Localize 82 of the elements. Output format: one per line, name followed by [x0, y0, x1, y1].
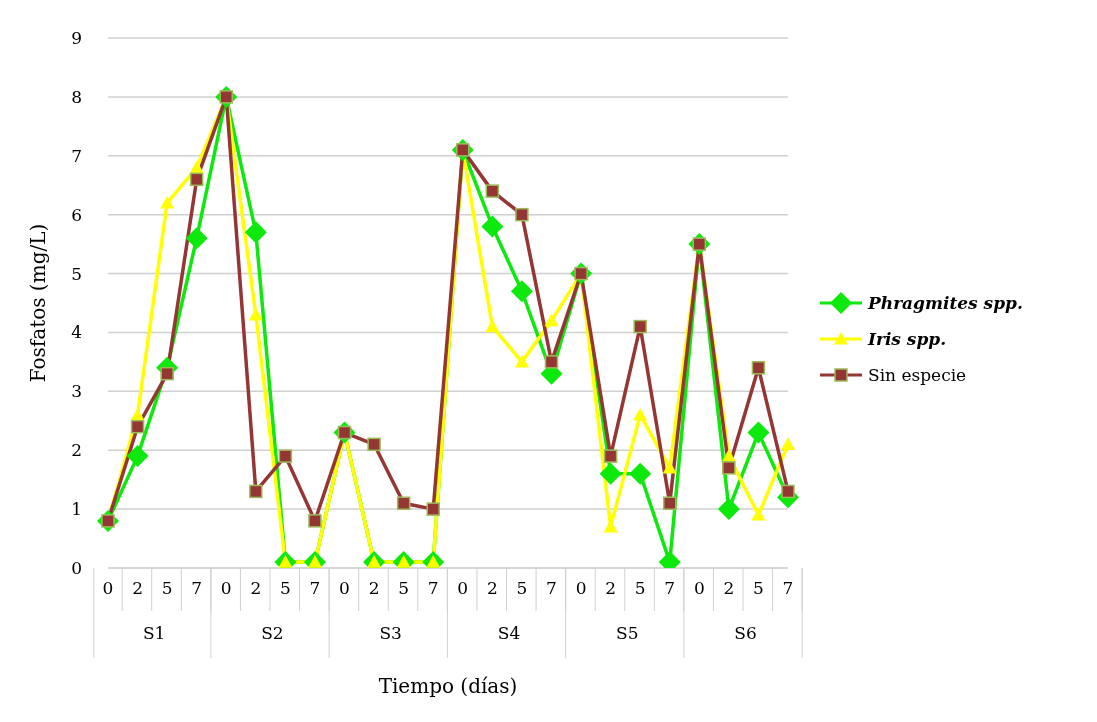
- y-tick-label: 0: [71, 558, 82, 579]
- point: [717, 498, 740, 521]
- x-tick-label: 0: [693, 578, 705, 598]
- point: [514, 354, 529, 368]
- point: [130, 419, 145, 434]
- y-tick-label: 5: [71, 263, 82, 284]
- point: [308, 514, 322, 528]
- point: [189, 172, 204, 187]
- point: [130, 407, 145, 421]
- x-tick-label: 7: [664, 578, 676, 598]
- point: [367, 437, 381, 452]
- point: [781, 437, 795, 450]
- point: [278, 449, 293, 463]
- point: [603, 449, 618, 463]
- point: [510, 280, 533, 303]
- point: [599, 462, 622, 485]
- point: [244, 221, 267, 244]
- x-tick-label: 2: [132, 578, 143, 598]
- y-tick-label: 4: [71, 322, 82, 343]
- y-axis-title: Fosfatos (mg/L): [26, 223, 51, 383]
- y-tick-label: 8: [71, 86, 82, 107]
- x-tick-label: 0: [220, 578, 232, 598]
- point: [485, 184, 500, 198]
- x-tick-label: 5: [161, 578, 173, 598]
- x-tick-label: 2: [486, 578, 498, 598]
- point: [481, 215, 504, 238]
- point: [189, 160, 204, 174]
- point: [747, 421, 770, 444]
- point: [662, 496, 677, 510]
- point: [633, 319, 647, 334]
- point: [396, 496, 411, 510]
- legend-label: Sin especie: [868, 365, 967, 385]
- y-tick-label: 7: [71, 145, 82, 166]
- x-tick-label: 2: [368, 578, 380, 598]
- point: [629, 462, 652, 485]
- text: S2: [261, 623, 284, 643]
- x-tick-label: 7: [191, 578, 203, 598]
- x-tick-label: 0: [575, 578, 587, 598]
- point: [781, 484, 795, 499]
- x-tick-label: 0: [102, 578, 114, 598]
- y-tick-label: 9: [71, 28, 82, 49]
- x-tick-label: 2: [605, 578, 617, 598]
- point: [485, 319, 500, 333]
- legend-label: Phragmites spp.: [868, 293, 1023, 313]
- x-tick-label: 5: [398, 578, 410, 598]
- point: [633, 407, 648, 421]
- x-tick-label: 7: [546, 578, 557, 598]
- x-tick-label: 2: [250, 578, 262, 598]
- point: [249, 484, 263, 499]
- text: S6: [734, 623, 757, 643]
- point: [160, 195, 175, 209]
- text: S1: [142, 623, 166, 643]
- point: [515, 207, 529, 222]
- text: S5: [616, 623, 639, 643]
- y-tick-label: 1: [71, 499, 82, 520]
- x-tick-label: 5: [516, 578, 528, 598]
- x-tick-label: 7: [427, 578, 439, 598]
- text: S4: [497, 623, 521, 643]
- x-axis-title: Tiempo (días): [378, 674, 518, 698]
- x-tick-label: 7: [782, 578, 794, 598]
- point: [544, 355, 559, 369]
- x-tick-label: 5: [753, 578, 764, 598]
- point: [544, 313, 559, 327]
- x-tick-label: 5: [634, 578, 646, 598]
- point: [751, 508, 766, 521]
- point: [160, 366, 174, 381]
- y-tick-label: 3: [71, 381, 82, 402]
- point: [751, 361, 766, 375]
- text: S3: [379, 623, 402, 643]
- point: [126, 445, 149, 468]
- x-tick-label: 0: [457, 578, 469, 598]
- x-tick-label: 0: [339, 578, 350, 598]
- point: [426, 502, 440, 516]
- y-tick-label: 6: [71, 204, 82, 225]
- x-tick-label: 7: [309, 578, 321, 598]
- x-tick-label: 5: [279, 578, 291, 598]
- legend-label: Iris spp.: [868, 329, 947, 349]
- point: [722, 461, 736, 475]
- y-tick-label: 2: [71, 440, 82, 461]
- x-tick-label: 2: [723, 578, 735, 598]
- point: [185, 227, 208, 250]
- point: [248, 307, 263, 321]
